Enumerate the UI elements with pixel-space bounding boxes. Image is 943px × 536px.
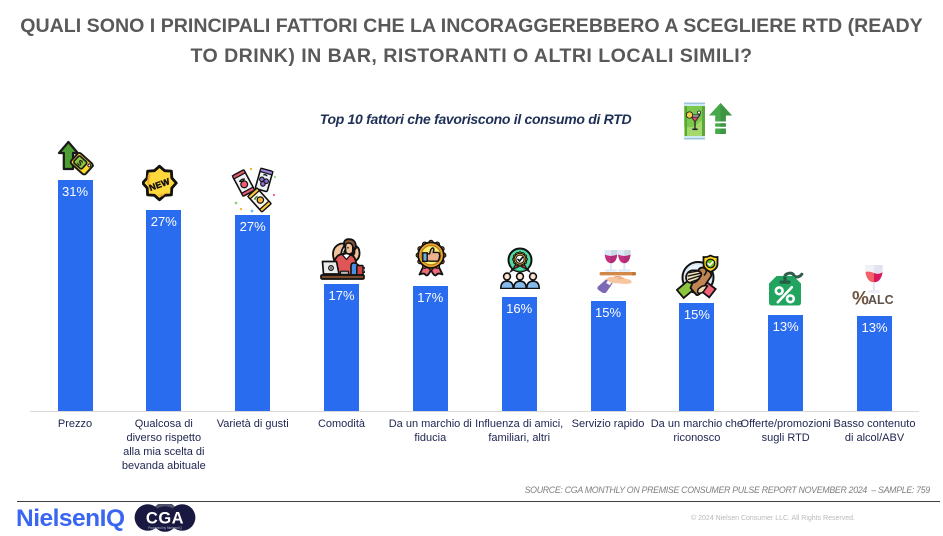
svg-text:Powered by NielsenIQ: Powered by NielsenIQ xyxy=(148,526,182,530)
svg-text:$: $ xyxy=(75,157,85,168)
svg-text:ALC: ALC xyxy=(868,293,894,306)
svg-text:CGA: CGA xyxy=(146,510,184,528)
svg-text:%: % xyxy=(852,289,869,307)
